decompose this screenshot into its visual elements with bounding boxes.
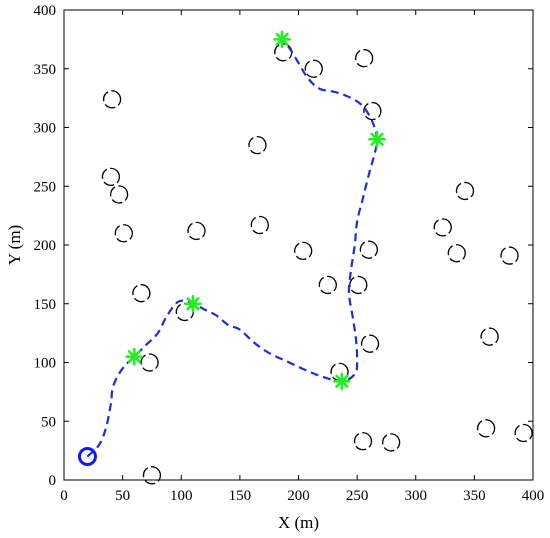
obstacle-marker [318, 275, 337, 295]
obstacle-marker [114, 224, 133, 243]
obstacle-marker [480, 327, 499, 346]
obstacle-layer [101, 43, 533, 485]
path-layer [86, 38, 379, 458]
y-tick-label: 100 [34, 356, 57, 372]
obstacle-marker [102, 90, 122, 109]
tick-layer: 0 50 100 150 200 250 300 350 400 0 50 100 150 200 250 3… [34, 3, 545, 504]
x-tick-label: 150 [229, 488, 252, 504]
obstacle-marker [381, 433, 401, 452]
y-tick-label: 400 [34, 3, 57, 19]
obstacle-marker [248, 135, 267, 155]
x-tick-label: 350 [463, 488, 486, 504]
waypoint-marker [184, 294, 202, 313]
obstacle-marker [433, 218, 452, 237]
obstacle-marker [355, 49, 374, 68]
obstacle-marker [294, 241, 313, 261]
x-tick-label: 200 [287, 488, 310, 504]
obstacle-marker [447, 244, 466, 263]
waypoint-marker [368, 130, 386, 149]
obstacle-marker [142, 466, 162, 485]
x-tick-label: 100 [170, 488, 193, 504]
obstacle-marker [101, 167, 121, 187]
obstacle-marker [250, 215, 269, 235]
plot-area-frame [63, 9, 534, 481]
obstacle-marker [363, 101, 382, 121]
x-tick-label: 400 [522, 488, 545, 504]
y-axis-label: Y (m) [5, 225, 24, 265]
obstacle-marker [500, 246, 519, 265]
obstacle-marker [514, 423, 533, 443]
start-marker [77, 447, 97, 466]
x-tick-label: 300 [405, 488, 428, 504]
waypoint-marker [125, 347, 144, 366]
obstacle-marker [132, 284, 151, 303]
y-tick-label: 150 [34, 297, 57, 313]
x-tick-label: 250 [346, 488, 369, 504]
y-tick-label: 250 [34, 179, 57, 195]
x-axis-label: X (m) [278, 513, 319, 532]
waypoint-marker [273, 30, 291, 49]
marker-layer [77, 30, 386, 466]
y-tick-label: 300 [34, 121, 57, 137]
obstacle-marker [304, 59, 323, 78]
obstacle-marker [109, 185, 129, 204]
obstacle-marker [140, 353, 159, 372]
x-tick-label: 50 [115, 488, 130, 504]
x-tick-label: 0 [60, 488, 68, 504]
obstacle-marker [359, 240, 379, 259]
y-tick-label: 200 [34, 238, 57, 254]
trajectory-line [86, 38, 379, 458]
obstacle-marker [455, 181, 475, 201]
obstacle-marker [360, 334, 380, 353]
y-tick-label: 0 [49, 473, 57, 489]
obstacle-marker [353, 432, 373, 451]
obstacle-marker [330, 362, 349, 382]
y-tick-label: 350 [34, 62, 57, 78]
y-tick-label: 50 [41, 414, 56, 430]
obstacle-marker [349, 275, 368, 295]
waypoint-marker [333, 372, 351, 391]
obstacle-marker [476, 419, 496, 438]
obstacle-marker [187, 221, 206, 241]
